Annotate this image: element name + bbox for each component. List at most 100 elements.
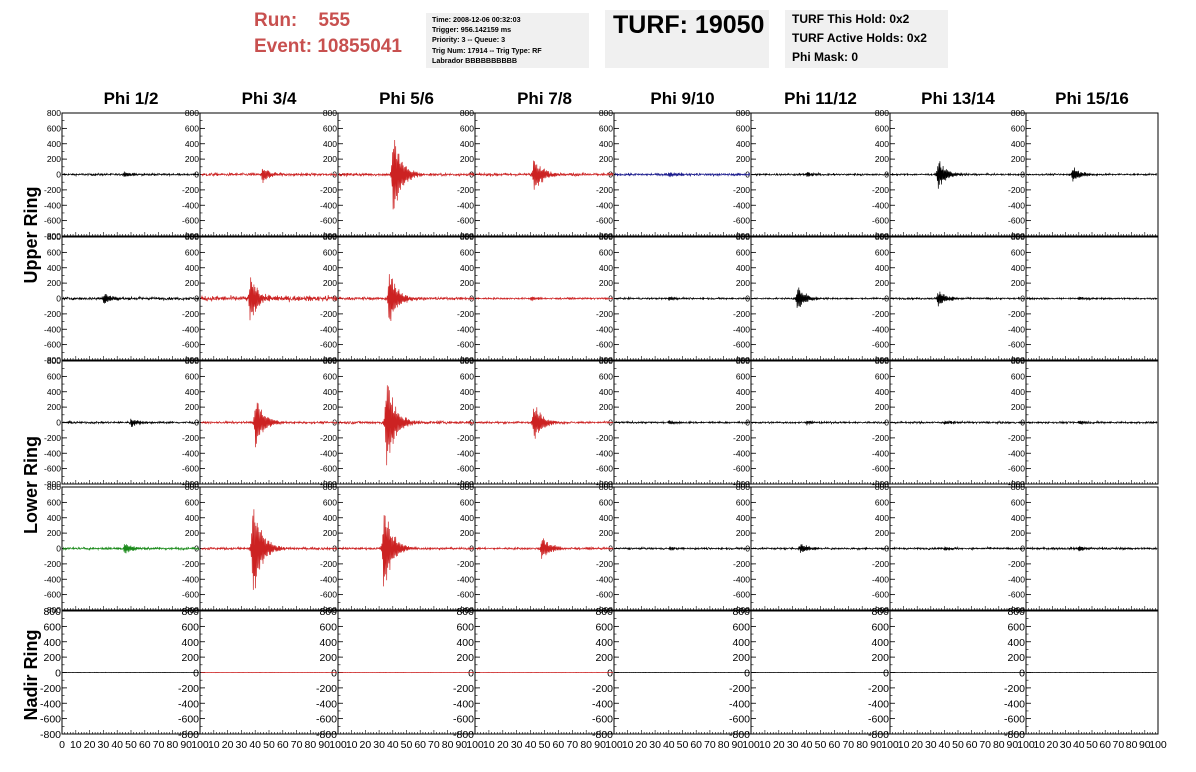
x-tick-label: 70 — [566, 739, 578, 751]
y-tick-label: -400 — [44, 574, 61, 584]
y-tick-label: -800 — [182, 231, 199, 241]
event-label: Event: — [254, 36, 313, 57]
y-tick-label: -600 — [872, 340, 889, 350]
y-tick-label: 600 — [47, 371, 61, 381]
y-tick-label: 600 — [456, 621, 474, 633]
y-tick-label: 600 — [319, 621, 337, 633]
y-tick-label: 200 — [1011, 154, 1025, 164]
waveform-trace — [475, 407, 614, 439]
x-tick-label: 50 — [677, 739, 689, 751]
column-header: Phi 3/4 — [242, 89, 297, 108]
y-tick-label: 200 — [875, 402, 889, 412]
waveform-trace — [890, 545, 1026, 552]
y-tick-label: -600 — [1004, 714, 1025, 726]
y-tick-label: -600 — [596, 464, 613, 474]
waveform-trace — [62, 293, 200, 304]
waveform-trace — [475, 296, 614, 302]
y-tick-label: -200 — [320, 433, 337, 443]
y-tick-label: -800 — [44, 231, 61, 241]
y-tick-label: 600 — [732, 621, 750, 633]
y-tick-label: 600 — [323, 247, 337, 257]
y-tick-label: -200 — [872, 433, 889, 443]
waveform-trace — [62, 171, 200, 178]
y-tick-label: 800 — [185, 356, 199, 366]
y-tick-label: -800 — [872, 231, 889, 241]
y-tick-label: 600 — [460, 247, 474, 257]
y-tick-label: 800 — [47, 108, 61, 118]
y-tick-label: 400 — [875, 387, 889, 397]
y-tick-label: -600 — [872, 590, 889, 600]
y-tick-label: 200 — [185, 278, 199, 288]
y-tick-label: 800 — [185, 482, 199, 492]
y-tick-label: 400 — [736, 139, 750, 149]
waveform-trace — [338, 139, 475, 210]
x-tick-label: 60 — [139, 739, 151, 751]
x-tick-label: 50 — [539, 739, 551, 751]
y-tick-label: -200 — [729, 683, 750, 695]
waveform-trace — [614, 296, 751, 301]
y-tick-label: -400 — [872, 448, 889, 458]
y-tick-label: -200 — [596, 185, 613, 195]
y-tick-label: -600 — [733, 464, 750, 474]
y-tick-label: -600 — [457, 464, 474, 474]
x-tick-label: 100 — [329, 739, 347, 751]
x-tick-label: 80 — [856, 739, 868, 751]
y-tick-label: -200 — [44, 185, 61, 195]
y-tick-label: 400 — [181, 637, 199, 649]
y-tick-label: 200 — [460, 402, 474, 412]
column-header: Phi 15/16 — [1055, 89, 1129, 108]
trigger-priority: Priority: 3 -- Queue: 3 — [432, 35, 506, 45]
y-tick-label: 400 — [185, 513, 199, 523]
y-tick-label: 400 — [460, 139, 474, 149]
y-tick-label: 800 — [460, 108, 474, 118]
x-tick-label: 70 — [428, 739, 440, 751]
x-tick-label: 40 — [939, 739, 951, 751]
y-tick-label: -400 — [729, 698, 750, 710]
trigger-labrador: Labrador BBBBBBBBBB — [432, 55, 518, 65]
y-tick-label: 600 — [875, 497, 889, 507]
y-tick-label: 600 — [736, 497, 750, 507]
y-tick-label: -400 — [182, 448, 199, 458]
x-tick-label: 30 — [511, 739, 523, 751]
y-tick-label: -400 — [40, 698, 61, 710]
y-tick-label: -200 — [182, 185, 199, 195]
y-tick-label: 400 — [460, 513, 474, 523]
x-tick-label: 70 — [842, 739, 854, 751]
y-tick-label: 600 — [47, 247, 61, 257]
y-tick-label: 800 — [456, 606, 474, 618]
y-tick-label: -400 — [316, 698, 337, 710]
y-tick-label: 800 — [736, 232, 750, 242]
y-tick-label: 200 — [323, 402, 337, 412]
y-tick-label: 800 — [323, 108, 337, 118]
y-tick-label: -400 — [44, 448, 61, 458]
y-tick-label: -600 — [320, 464, 337, 474]
x-tick-label: 30 — [236, 739, 248, 751]
y-tick-label: -600 — [868, 714, 889, 726]
y-tick-label: 0 — [607, 668, 613, 680]
column-header: Phi 9/10 — [650, 89, 714, 108]
y-tick-label: -200 — [592, 683, 613, 695]
y-tick-label: 800 — [736, 482, 750, 492]
x-tick-label: 40 — [663, 739, 675, 751]
y-tick-label: -400 — [1008, 200, 1025, 210]
y-tick-label: 400 — [732, 637, 750, 649]
y-tick-label: 400 — [323, 513, 337, 523]
y-tick-label: 200 — [47, 278, 61, 288]
y-tick-label: -400 — [733, 200, 750, 210]
y-tick-label: 400 — [736, 263, 750, 273]
y-tick-label: 600 — [1007, 621, 1025, 633]
x-tick-label: 90 — [1007, 739, 1019, 751]
y-tick-label: 800 — [1011, 482, 1025, 492]
y-tick-label: -400 — [868, 698, 889, 710]
y-tick-label: 800 — [185, 108, 199, 118]
x-tick-label: 40 — [1073, 739, 1085, 751]
x-tick-label: 80 — [167, 739, 179, 751]
y-tick-label: 600 — [181, 621, 199, 633]
waveform-trace — [1026, 167, 1158, 182]
y-tick-label: 600 — [460, 497, 474, 507]
x-tick-label: 50 — [952, 739, 964, 751]
y-tick-label: 200 — [47, 402, 61, 412]
x-tick-label: 40 — [111, 739, 123, 751]
waveform-trace — [475, 160, 614, 190]
y-tick-label: -800 — [1004, 729, 1025, 741]
